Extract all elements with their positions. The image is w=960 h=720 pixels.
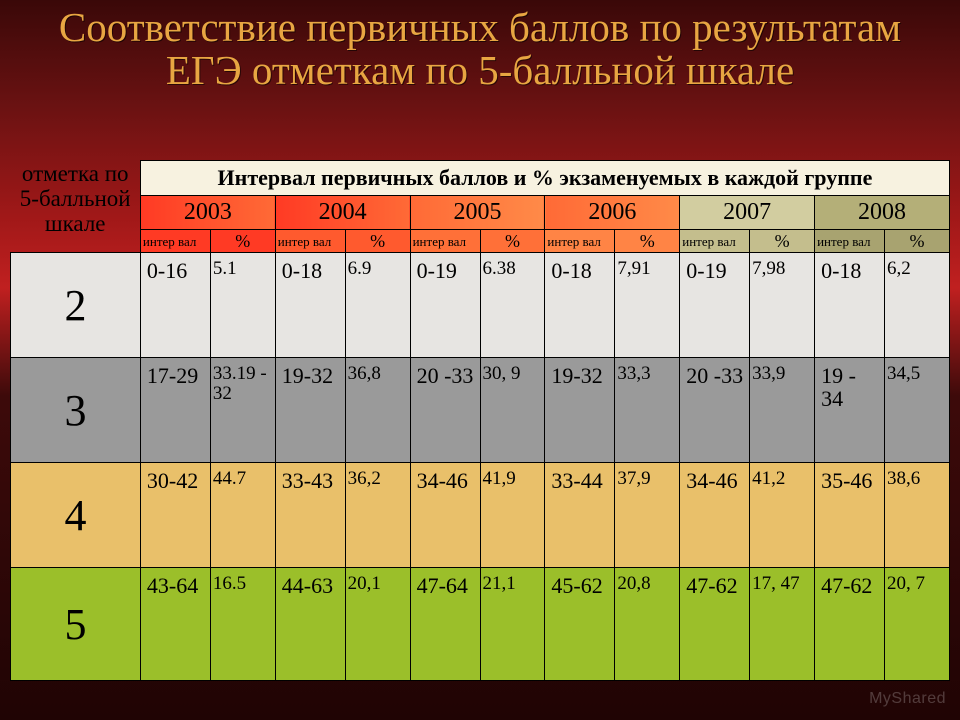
cell-3-2008-int: 19 - 34 bbox=[815, 358, 885, 463]
band-header: Интервал первичных баллов и % экзаменуем… bbox=[140, 161, 949, 196]
cell-3-2006-int: 19-32 bbox=[545, 358, 615, 463]
cell-3-2006-pct: 33,3 bbox=[615, 358, 680, 463]
sub-interval-2003: интер вал bbox=[140, 230, 210, 253]
cell-3-2008-pct: 34,5 bbox=[884, 358, 949, 463]
sub-pct-2004: % bbox=[345, 230, 410, 253]
cell-5-2006-pct: 20,8 bbox=[615, 568, 680, 681]
cell-4-2003-pct: 44.7 bbox=[210, 463, 275, 568]
cell-4-2007-pct: 41,2 bbox=[750, 463, 815, 568]
header-row-years: 2003 2004 2005 2006 2007 2008 bbox=[11, 196, 950, 230]
cell-2-2005-pct: 6.38 bbox=[480, 253, 545, 358]
sub-interval-2005: интер вал bbox=[410, 230, 480, 253]
cell-2-2006-pct: 7,91 bbox=[615, 253, 680, 358]
cell-3-2007-pct: 33,9 bbox=[750, 358, 815, 463]
cell-5-2007-int: 47-62 bbox=[680, 568, 750, 681]
cell-5-2005-pct: 21,1 bbox=[480, 568, 545, 681]
cell-4-2006-int: 33-44 bbox=[545, 463, 615, 568]
grade-column-header: отметка по 5-балльной шкале bbox=[11, 161, 141, 253]
year-2008: 2008 bbox=[815, 196, 950, 230]
year-2004: 2004 bbox=[275, 196, 410, 230]
cell-5-2007-pct: 17, 47 bbox=[750, 568, 815, 681]
sub-pct-2005: % bbox=[480, 230, 545, 253]
cell-4-2008-pct: 38,6 bbox=[884, 463, 949, 568]
cell-3-2004-pct: 36,8 bbox=[345, 358, 410, 463]
cell-5-2004-pct: 20,1 bbox=[345, 568, 410, 681]
cell-2-2008-pct: 6,2 bbox=[884, 253, 949, 358]
grade-4: 4 bbox=[11, 463, 141, 568]
cell-4-2004-pct: 36,2 bbox=[345, 463, 410, 568]
cell-3-2003-int: 17-29 bbox=[140, 358, 210, 463]
cell-3-2005-pct: 30, 9 bbox=[480, 358, 545, 463]
cell-2-2006-int: 0-18 bbox=[545, 253, 615, 358]
sub-interval-2006: интер вал bbox=[545, 230, 615, 253]
cell-2-2003-int: 0-16 bbox=[140, 253, 210, 358]
year-2003: 2003 bbox=[140, 196, 275, 230]
year-2007: 2007 bbox=[680, 196, 815, 230]
cell-5-2005-int: 47-64 bbox=[410, 568, 480, 681]
year-2005: 2005 bbox=[410, 196, 545, 230]
cell-5-2003-int: 43-64 bbox=[140, 568, 210, 681]
grade-3: 3 bbox=[11, 358, 141, 463]
header-row-sub: интер вал % интер вал % интер вал % инте… bbox=[11, 230, 950, 253]
sub-interval-2004: интер вал bbox=[275, 230, 345, 253]
cell-3-2003-pct: 33.19 - 32 bbox=[210, 358, 275, 463]
slide-title: Соответствие первичных баллов по результ… bbox=[0, 0, 960, 92]
grade-row-4: 4 30-42 44.7 33-43 36,2 34-46 41,9 33-44… bbox=[11, 463, 950, 568]
sub-pct-2006: % bbox=[615, 230, 680, 253]
sub-pct-2007: % bbox=[750, 230, 815, 253]
year-2006: 2006 bbox=[545, 196, 680, 230]
cell-4-2005-int: 34-46 bbox=[410, 463, 480, 568]
grade-row-5: 5 43-64 16.5 44-63 20,1 47-64 21,1 45-62… bbox=[11, 568, 950, 681]
cell-3-2004-int: 19-32 bbox=[275, 358, 345, 463]
watermark: MyShared bbox=[869, 690, 946, 708]
cell-2-2007-pct: 7,98 bbox=[750, 253, 815, 358]
cell-3-2007-int: 20 -33 bbox=[680, 358, 750, 463]
grade-2: 2 bbox=[11, 253, 141, 358]
cell-5-2008-int: 47-62 bbox=[815, 568, 885, 681]
cell-4-2005-pct: 41,9 bbox=[480, 463, 545, 568]
score-table: отметка по 5-балльной шкале Интервал пер… bbox=[10, 160, 950, 681]
cell-3-2005-int: 20 -33 bbox=[410, 358, 480, 463]
cell-2-2003-pct: 5.1 bbox=[210, 253, 275, 358]
grade-row-3: 3 17-29 33.19 - 32 19-32 36,8 20 -33 30,… bbox=[11, 358, 950, 463]
cell-4-2007-int: 34-46 bbox=[680, 463, 750, 568]
table-wrapper: отметка по 5-балльной шкале Интервал пер… bbox=[10, 160, 950, 681]
cell-2-2008-int: 0-18 bbox=[815, 253, 885, 358]
grade-5: 5 bbox=[11, 568, 141, 681]
cell-4-2008-int: 35-46 bbox=[815, 463, 885, 568]
cell-2-2004-pct: 6.9 bbox=[345, 253, 410, 358]
cell-2-2007-int: 0-19 bbox=[680, 253, 750, 358]
cell-4-2004-int: 33-43 bbox=[275, 463, 345, 568]
cell-5-2003-pct: 16.5 bbox=[210, 568, 275, 681]
cell-2-2004-int: 0-18 bbox=[275, 253, 345, 358]
sub-pct-2003: % bbox=[210, 230, 275, 253]
sub-interval-2007: интер вал bbox=[680, 230, 750, 253]
cell-2-2005-int: 0-19 bbox=[410, 253, 480, 358]
cell-5-2006-int: 45-62 bbox=[545, 568, 615, 681]
slide-root: Соответствие первичных баллов по результ… bbox=[0, 0, 960, 720]
sub-pct-2008: % bbox=[884, 230, 949, 253]
cell-5-2008-pct: 20, 7 bbox=[884, 568, 949, 681]
cell-4-2003-int: 30-42 bbox=[140, 463, 210, 568]
cell-4-2006-pct: 37,9 bbox=[615, 463, 680, 568]
grade-row-2: 2 0-16 5.1 0-18 6.9 0-19 6.38 0-18 7,91 … bbox=[11, 253, 950, 358]
header-row-1: отметка по 5-балльной шкале Интервал пер… bbox=[11, 161, 950, 196]
cell-5-2004-int: 44-63 bbox=[275, 568, 345, 681]
sub-interval-2008: интер вал bbox=[815, 230, 885, 253]
